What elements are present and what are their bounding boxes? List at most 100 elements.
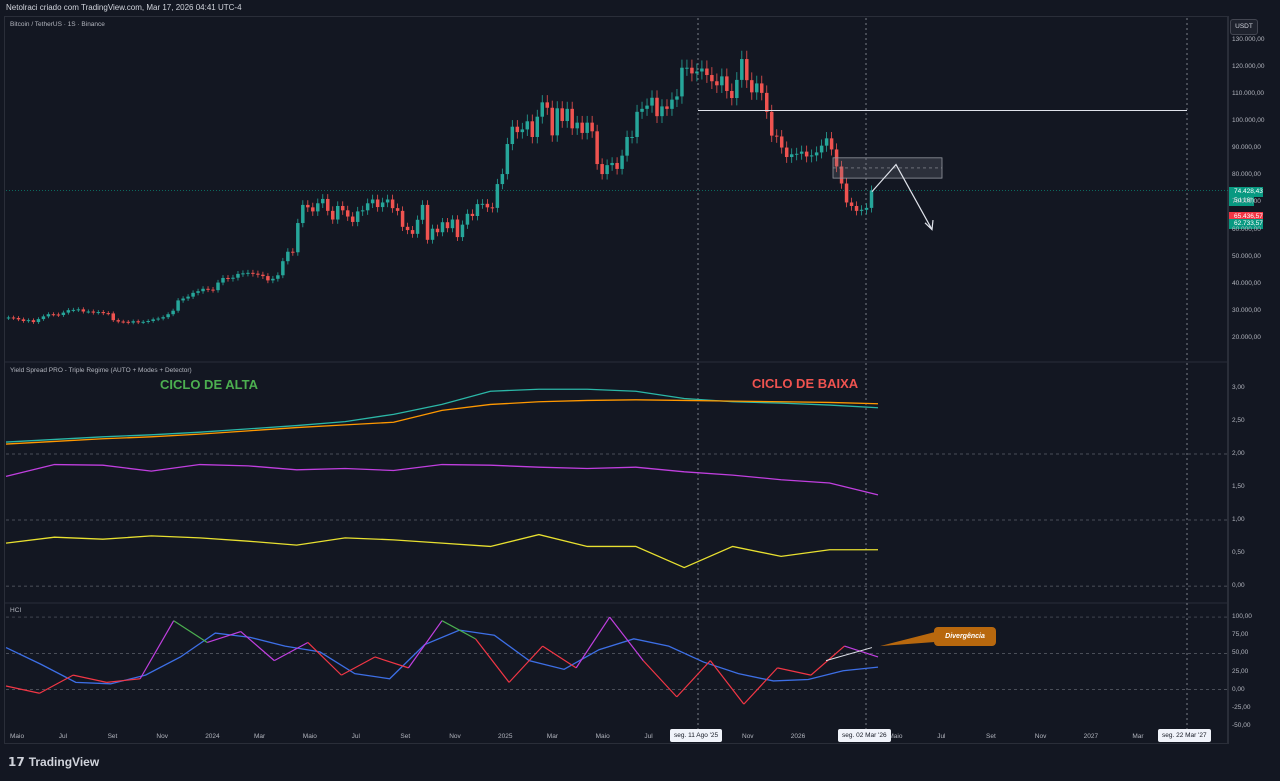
candle-body — [41, 316, 46, 320]
price-axis[interactable] — [1228, 16, 1276, 744]
hci-tick-label: 0,00 — [1232, 685, 1245, 693]
candle-body — [430, 228, 435, 240]
time-tick-label: Mar — [254, 733, 266, 740]
price-tick-label: 40.000,00 — [1232, 279, 1261, 287]
candle-body — [335, 205, 340, 220]
candle-body — [395, 208, 400, 211]
candle-body — [705, 68, 709, 76]
yield-series-purple — [5, 463, 879, 496]
candle-body — [760, 83, 764, 93]
candle-body — [575, 122, 579, 129]
bear-cycle-annotation: CICLO DE BAIXA — [752, 376, 859, 391]
candle-body — [286, 251, 290, 262]
candle-body — [550, 107, 554, 136]
divergence-line — [825, 647, 873, 662]
candle-body — [216, 282, 220, 291]
tradingview-logo[interactable]: 𝟭𝟳 TradingView — [8, 755, 99, 769]
yield-tick-label: 1,00 — [1232, 516, 1245, 524]
candle-body — [316, 203, 320, 212]
candle-body — [281, 261, 285, 276]
yield-indicator-label[interactable]: Yield Spread PRO - Triple Regime (AUTO +… — [10, 367, 192, 374]
time-tick-label: Set — [107, 733, 118, 740]
hci-oscillator-segment — [341, 656, 376, 676]
candle-body — [844, 183, 849, 203]
yield-tick-label: 1,50 — [1232, 483, 1245, 490]
candle-body — [156, 318, 160, 320]
candle-body — [166, 314, 170, 318]
candle-body — [630, 136, 634, 138]
candle-body — [171, 310, 175, 315]
candle-body — [420, 204, 425, 220]
candle-body — [450, 219, 455, 229]
projection-arrowhead — [924, 219, 934, 231]
bull-cycle-annotation: CICLO DE ALTA — [160, 377, 258, 392]
candle-body — [670, 99, 674, 109]
hci-indicator-label[interactable]: HCI — [10, 607, 22, 614]
candle-body — [779, 136, 784, 148]
candle-body — [211, 289, 215, 291]
chart-frame[interactable] — [4, 16, 1228, 744]
currency-button[interactable]: USDT — [1230, 19, 1258, 35]
candle-body — [610, 162, 614, 166]
candle-body — [869, 190, 874, 208]
candle-body — [520, 129, 525, 133]
candle-body — [340, 205, 345, 211]
candle-body — [201, 288, 205, 292]
candle-body — [390, 199, 395, 209]
candle-body — [665, 106, 669, 109]
last-price-badge: 74.428,43 — [1229, 187, 1263, 197]
candle-body — [380, 202, 385, 208]
candle-body — [116, 320, 120, 322]
candle-body — [331, 210, 335, 220]
candle-body — [455, 219, 460, 238]
hci-tick-label: -25,00 — [1232, 703, 1251, 711]
candle-body — [66, 310, 71, 313]
hci-oscillator-segment — [609, 616, 644, 661]
candle-body — [111, 313, 115, 321]
hci-signal-line — [5, 629, 879, 685]
candle-body — [585, 122, 589, 133]
candle-body — [146, 320, 150, 322]
candle-body — [186, 296, 190, 299]
candle-body — [86, 311, 91, 313]
time-tick-label: Nov — [742, 733, 754, 740]
candle-body — [311, 207, 315, 212]
candle-body — [750, 80, 754, 93]
symbol-label[interactable]: Bitcoin / TetherUS · 1S · Binance — [10, 21, 105, 28]
yield-tick-label: 2,50 — [1232, 416, 1245, 424]
hci-oscillator-segment — [542, 645, 577, 669]
hci-oscillator-segment — [173, 620, 208, 643]
price-tick-label: 70.000,00 — [1232, 198, 1261, 206]
time-tick-label: Maio — [302, 733, 317, 740]
candle-body — [6, 317, 11, 319]
candle-body — [655, 97, 659, 117]
hci-oscillator-segment — [642, 660, 678, 698]
candle-body — [480, 203, 485, 205]
candle-body — [291, 251, 295, 253]
candle-body — [535, 116, 540, 137]
hci-oscillator-segment — [508, 645, 544, 683]
time-tick-label: Set — [400, 733, 411, 740]
candle-body — [405, 226, 410, 231]
yield-series-yellow — [5, 533, 878, 569]
hci-oscillator-segment — [676, 660, 711, 698]
candle-body — [824, 138, 829, 146]
candle-body — [16, 318, 21, 320]
date-marker-label: seg. 02 Mar '26 — [838, 729, 891, 742]
price-tick-label: 90.000,00 — [1232, 144, 1261, 152]
candle-body — [774, 135, 779, 137]
hci-oscillator-segment — [575, 616, 611, 669]
time-tick-label: Nov — [449, 733, 461, 740]
time-tick-label: 2025 — [498, 733, 513, 740]
candle-body — [345, 210, 350, 217]
candle-body — [799, 151, 804, 154]
candle-body — [96, 312, 101, 314]
candle-body — [525, 121, 530, 130]
hci-oscillator-segment — [307, 642, 342, 676]
candle-body — [470, 213, 475, 216]
time-tick-label: 2024 — [205, 733, 220, 740]
candle-body — [730, 90, 734, 99]
candle-body — [690, 67, 694, 74]
candle-body — [181, 298, 185, 301]
